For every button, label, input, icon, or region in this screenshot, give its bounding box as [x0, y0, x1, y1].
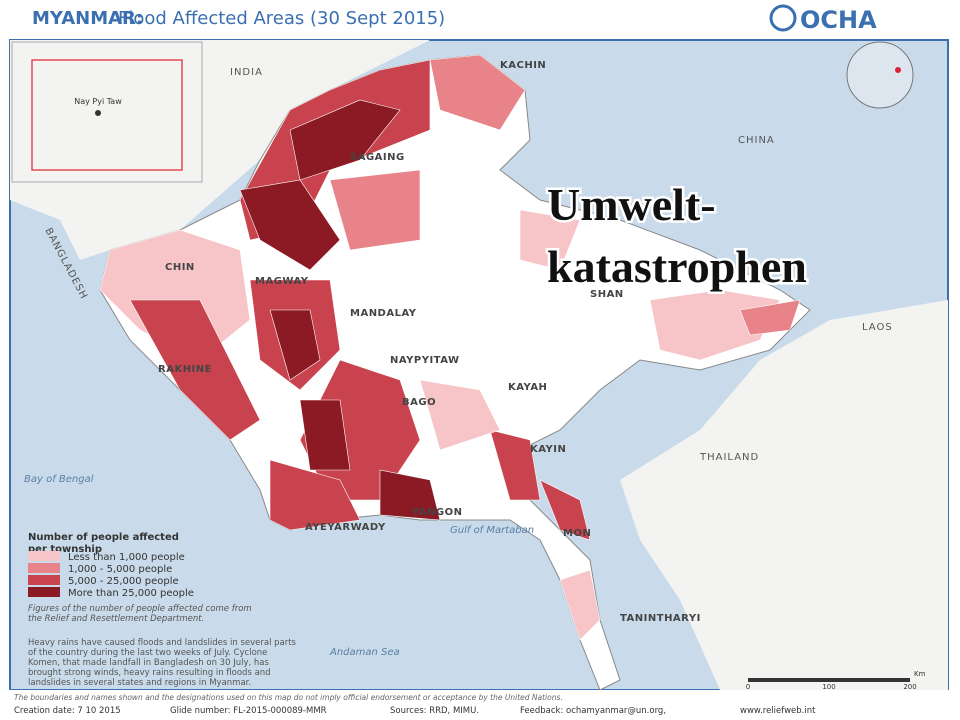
footer-bg [0, 690, 960, 720]
township [239, 179, 341, 271]
legend-swatch [28, 575, 60, 585]
scale-label: 100 [822, 683, 835, 691]
township [129, 299, 261, 441]
country-label: CHINA [738, 135, 775, 146]
globe-marker [895, 67, 901, 73]
region-label: MON [563, 528, 591, 539]
region-label: YANGON [411, 507, 462, 518]
legend-label: More than 25,000 people [68, 588, 194, 599]
disclaimer: The boundaries and names shown and the d… [14, 693, 563, 702]
region-label: MANDALAY [350, 308, 417, 319]
region-label: SHAN [590, 289, 624, 300]
sea-label: Bay of Bengal [24, 474, 94, 485]
legend-label: 5,000 - 25,000 people [68, 576, 179, 587]
township [649, 289, 781, 361]
township [299, 399, 351, 471]
header-country: MYANMAR: [32, 8, 143, 29]
region-label: MAGWAY [255, 276, 309, 287]
overlay-line: katastrophen [547, 241, 807, 292]
scale-unit: Km [914, 670, 926, 678]
overlay: Umwelt- katastrophen [545, 177, 810, 295]
scale-label: 0 [746, 683, 750, 691]
townships [99, 54, 801, 641]
legend-label: Less than 1,000 people [68, 552, 185, 563]
township [419, 379, 501, 451]
country-label: THAILAND [699, 452, 759, 463]
inset-label: Nay Pyi Taw [74, 97, 122, 106]
region-label: RAKHINE [158, 364, 212, 375]
inset [11, 41, 203, 183]
region-label: TANINTHARYI [620, 613, 701, 624]
legend-label: 1,000 - 5,000 people [68, 564, 172, 575]
township [289, 99, 401, 181]
inset-box [31, 59, 183, 171]
creation: Creation date: 7 10 2015 [14, 706, 121, 716]
logo: OCHA [800, 6, 877, 34]
legend-swatch [28, 587, 60, 597]
sea-label: Gulf of Martaban [450, 525, 534, 536]
township [489, 429, 541, 501]
region-label: SAGAING [350, 152, 405, 163]
region-label: KAYAH [508, 382, 547, 393]
glide: Glide number: FL-2015-000089-MMR [170, 706, 327, 716]
header-title: Flood Affected Areas (30 Sept 2015) [118, 8, 445, 29]
region-label: NAYPYITAW [390, 355, 460, 366]
scale-label: 200 [903, 683, 916, 691]
region-label: KACHIN [500, 60, 546, 71]
township [559, 569, 601, 641]
township [519, 209, 581, 271]
legend-swatch [28, 563, 60, 573]
legend-swatch [28, 551, 60, 561]
region-label: KAYIN [530, 444, 566, 455]
township [739, 299, 801, 336]
country-label: LAOS [862, 322, 893, 333]
township [329, 169, 421, 251]
land [10, 40, 948, 690]
township [539, 479, 591, 541]
sources: Sources: RRD, MIMU. [390, 706, 480, 716]
township [269, 309, 321, 381]
legend-title: Number of people affected per township [28, 532, 179, 555]
township [379, 469, 441, 521]
scale-bar: 0 100 200 Km [746, 670, 926, 691]
township [429, 54, 526, 131]
capital-marker [95, 110, 101, 116]
sea-label: Andaman Sea [329, 647, 400, 658]
scale-bar-fill [748, 678, 910, 682]
region-label: CHIN [165, 262, 195, 273]
note: Heavy rains have caused floods and lands… [28, 638, 296, 688]
region-label: AYEYARWADY [305, 522, 386, 533]
overlay-line: Umwelt- [547, 179, 716, 230]
feedback: Feedback: ochamyanmar@un.org, [520, 706, 667, 716]
country-label: INDIA [230, 67, 263, 78]
note: Figures of the number of people affected… [28, 604, 252, 624]
un-logo [769, 4, 797, 32]
township [269, 459, 361, 531]
web: www.reliefweb.int [740, 706, 816, 716]
region-label: BAGO [402, 397, 436, 408]
globe [846, 41, 914, 109]
